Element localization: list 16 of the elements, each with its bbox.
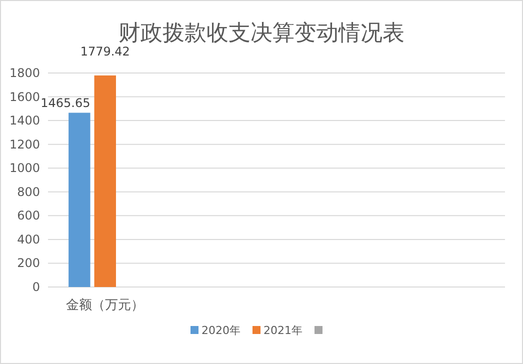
legend-label: 2021年: [264, 324, 302, 337]
y-tick-label: 600: [17, 208, 40, 223]
y-tick-label: 1800: [9, 66, 40, 80]
chart-title: 财政拨款收支决算变动情况表: [118, 21, 404, 46]
data-label: 1779.42: [80, 44, 130, 58]
y-tick-label: 0: [32, 280, 40, 294]
y-tick-label: 800: [17, 184, 40, 199]
y-tick-label: 400: [17, 232, 40, 246]
y-tick-label: 1400: [9, 114, 40, 128]
data-label: 1465.65: [40, 96, 90, 110]
x-tick-label: 金额（万元）: [66, 298, 144, 313]
y-tick-label: 1200: [9, 137, 40, 152]
y-tick-label: 1600: [9, 90, 40, 104]
y-tick-label: 1000: [9, 161, 40, 176]
legend-label: 2020年: [202, 324, 240, 337]
y-tick-label: 200: [17, 256, 40, 270]
